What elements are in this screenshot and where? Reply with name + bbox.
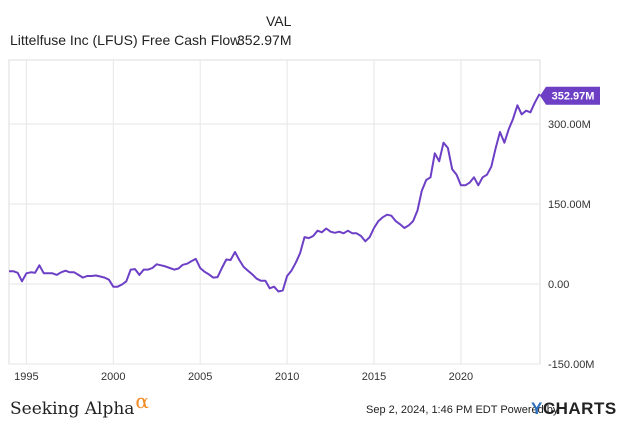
seeking-alpha-logo: Seeking Alphaα: [10, 389, 149, 419]
ycharts-logo-y: Y: [531, 399, 543, 418]
ycharts-logo-text: CHARTS: [542, 399, 617, 418]
legend-series-value: 352.97M: [237, 32, 292, 48]
y-tick-label: 150.00M: [548, 199, 591, 211]
x-tick-label: 2000: [101, 371, 125, 383]
legend-column-header: VAL: [266, 13, 292, 29]
y-tick-label: 0.00: [548, 279, 569, 291]
x-tick-label: 2005: [188, 371, 212, 383]
legend-series-label: Littelfuse Inc (LFUS) Free Cash Flow: [10, 32, 241, 48]
brand-name: Seeking Alpha: [10, 399, 135, 419]
alpha-symbol-icon: α: [135, 389, 149, 413]
ycharts-logo[interactable]: YCHARTS: [531, 399, 617, 419]
y-tick-label: -150.00M: [548, 359, 594, 371]
x-tick-label: 1995: [14, 371, 38, 383]
plot-frame: [8, 59, 541, 365]
x-tick-label: 2015: [362, 371, 386, 383]
footer-timestamp: Sep 2, 2024, 1:46 PM EDT Powered by: [366, 404, 559, 416]
series-line: [9, 93, 541, 293]
last-value-label: 352.97M: [552, 91, 595, 103]
x-tick-label: 2020: [449, 371, 473, 383]
x-tick-label: 2010: [275, 371, 299, 383]
y-tick-label: 300.00M: [548, 119, 591, 131]
last-value-badge: [540, 86, 600, 105]
